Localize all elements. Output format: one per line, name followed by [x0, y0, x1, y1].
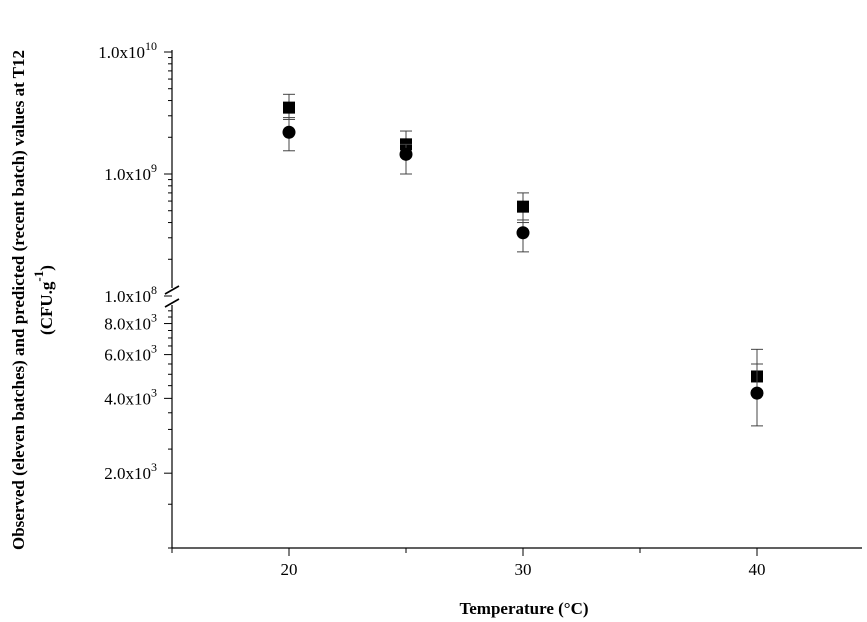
y-tick-mantissa: 1.0x10	[104, 165, 151, 184]
data-point-circle	[282, 125, 296, 139]
y-tick-label: 1.0x109	[104, 161, 157, 184]
y-tick-label: 2.0x103	[104, 460, 157, 483]
x-tick-label: 40	[749, 560, 766, 579]
y-tick-mantissa: 8.0x10	[104, 315, 151, 334]
y-axis-unit-end: )	[37, 265, 56, 271]
data-point-square	[517, 200, 529, 213]
y-tick-exponent: 3	[151, 460, 157, 474]
data-point-circle	[399, 147, 413, 161]
y-tick-mantissa: 4.0x10	[104, 389, 151, 408]
axis-break-mark-lower	[164, 298, 180, 308]
y-tick-exponent: 3	[151, 311, 157, 325]
y-tick-exponent: 8	[151, 283, 157, 297]
data-marks	[282, 93, 764, 427]
axes	[164, 50, 862, 556]
y-tick-exponent: 3	[151, 385, 157, 399]
y-tick-exponent: 3	[151, 342, 157, 356]
y-tick-mantissa: 1.0x10	[98, 43, 145, 62]
y-axis-unit: (CFU.g-1)	[31, 265, 56, 335]
y-tick-exponent: 9	[151, 161, 157, 175]
y-axis-unit-text: (CFU.g	[37, 281, 56, 335]
x-axis-title: Temperature (°C)	[459, 599, 588, 618]
y-tick-label: 4.0x103	[104, 385, 157, 408]
y-axis-unit-superscript: -1	[31, 271, 46, 282]
data-point-circle	[750, 386, 764, 400]
y-tick-label: 1.0x1010	[98, 39, 157, 62]
axis-break-mark-upper	[164, 285, 180, 295]
y-tick-exponent: 10	[145, 39, 157, 53]
data-point-circle	[516, 226, 530, 240]
y-tick-mantissa: 1.0x10	[104, 287, 151, 306]
axis-labels: 20 30 401.0x10101.0x1091.0x1088.0x1036.0x1…	[98, 39, 765, 579]
y-tick-label: 6.0x103	[104, 342, 157, 365]
y-axis-title: Observed (eleven batches) and predicted …	[9, 50, 28, 550]
data-point-square	[283, 101, 295, 114]
y-tick-label: 8.0x103	[104, 311, 157, 334]
y-tick-label: 1.0x108	[104, 283, 157, 306]
y-tick-mantissa: 6.0x10	[104, 346, 151, 365]
x-tick-label: 30	[515, 560, 532, 579]
y-tick-mantissa: 2.0x10	[104, 464, 151, 483]
x-tick-label: 20	[281, 560, 298, 579]
